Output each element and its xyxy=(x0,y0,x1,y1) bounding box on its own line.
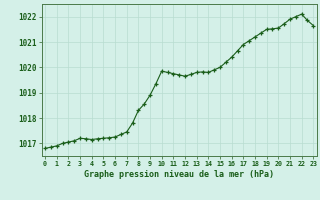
X-axis label: Graphe pression niveau de la mer (hPa): Graphe pression niveau de la mer (hPa) xyxy=(84,170,274,179)
